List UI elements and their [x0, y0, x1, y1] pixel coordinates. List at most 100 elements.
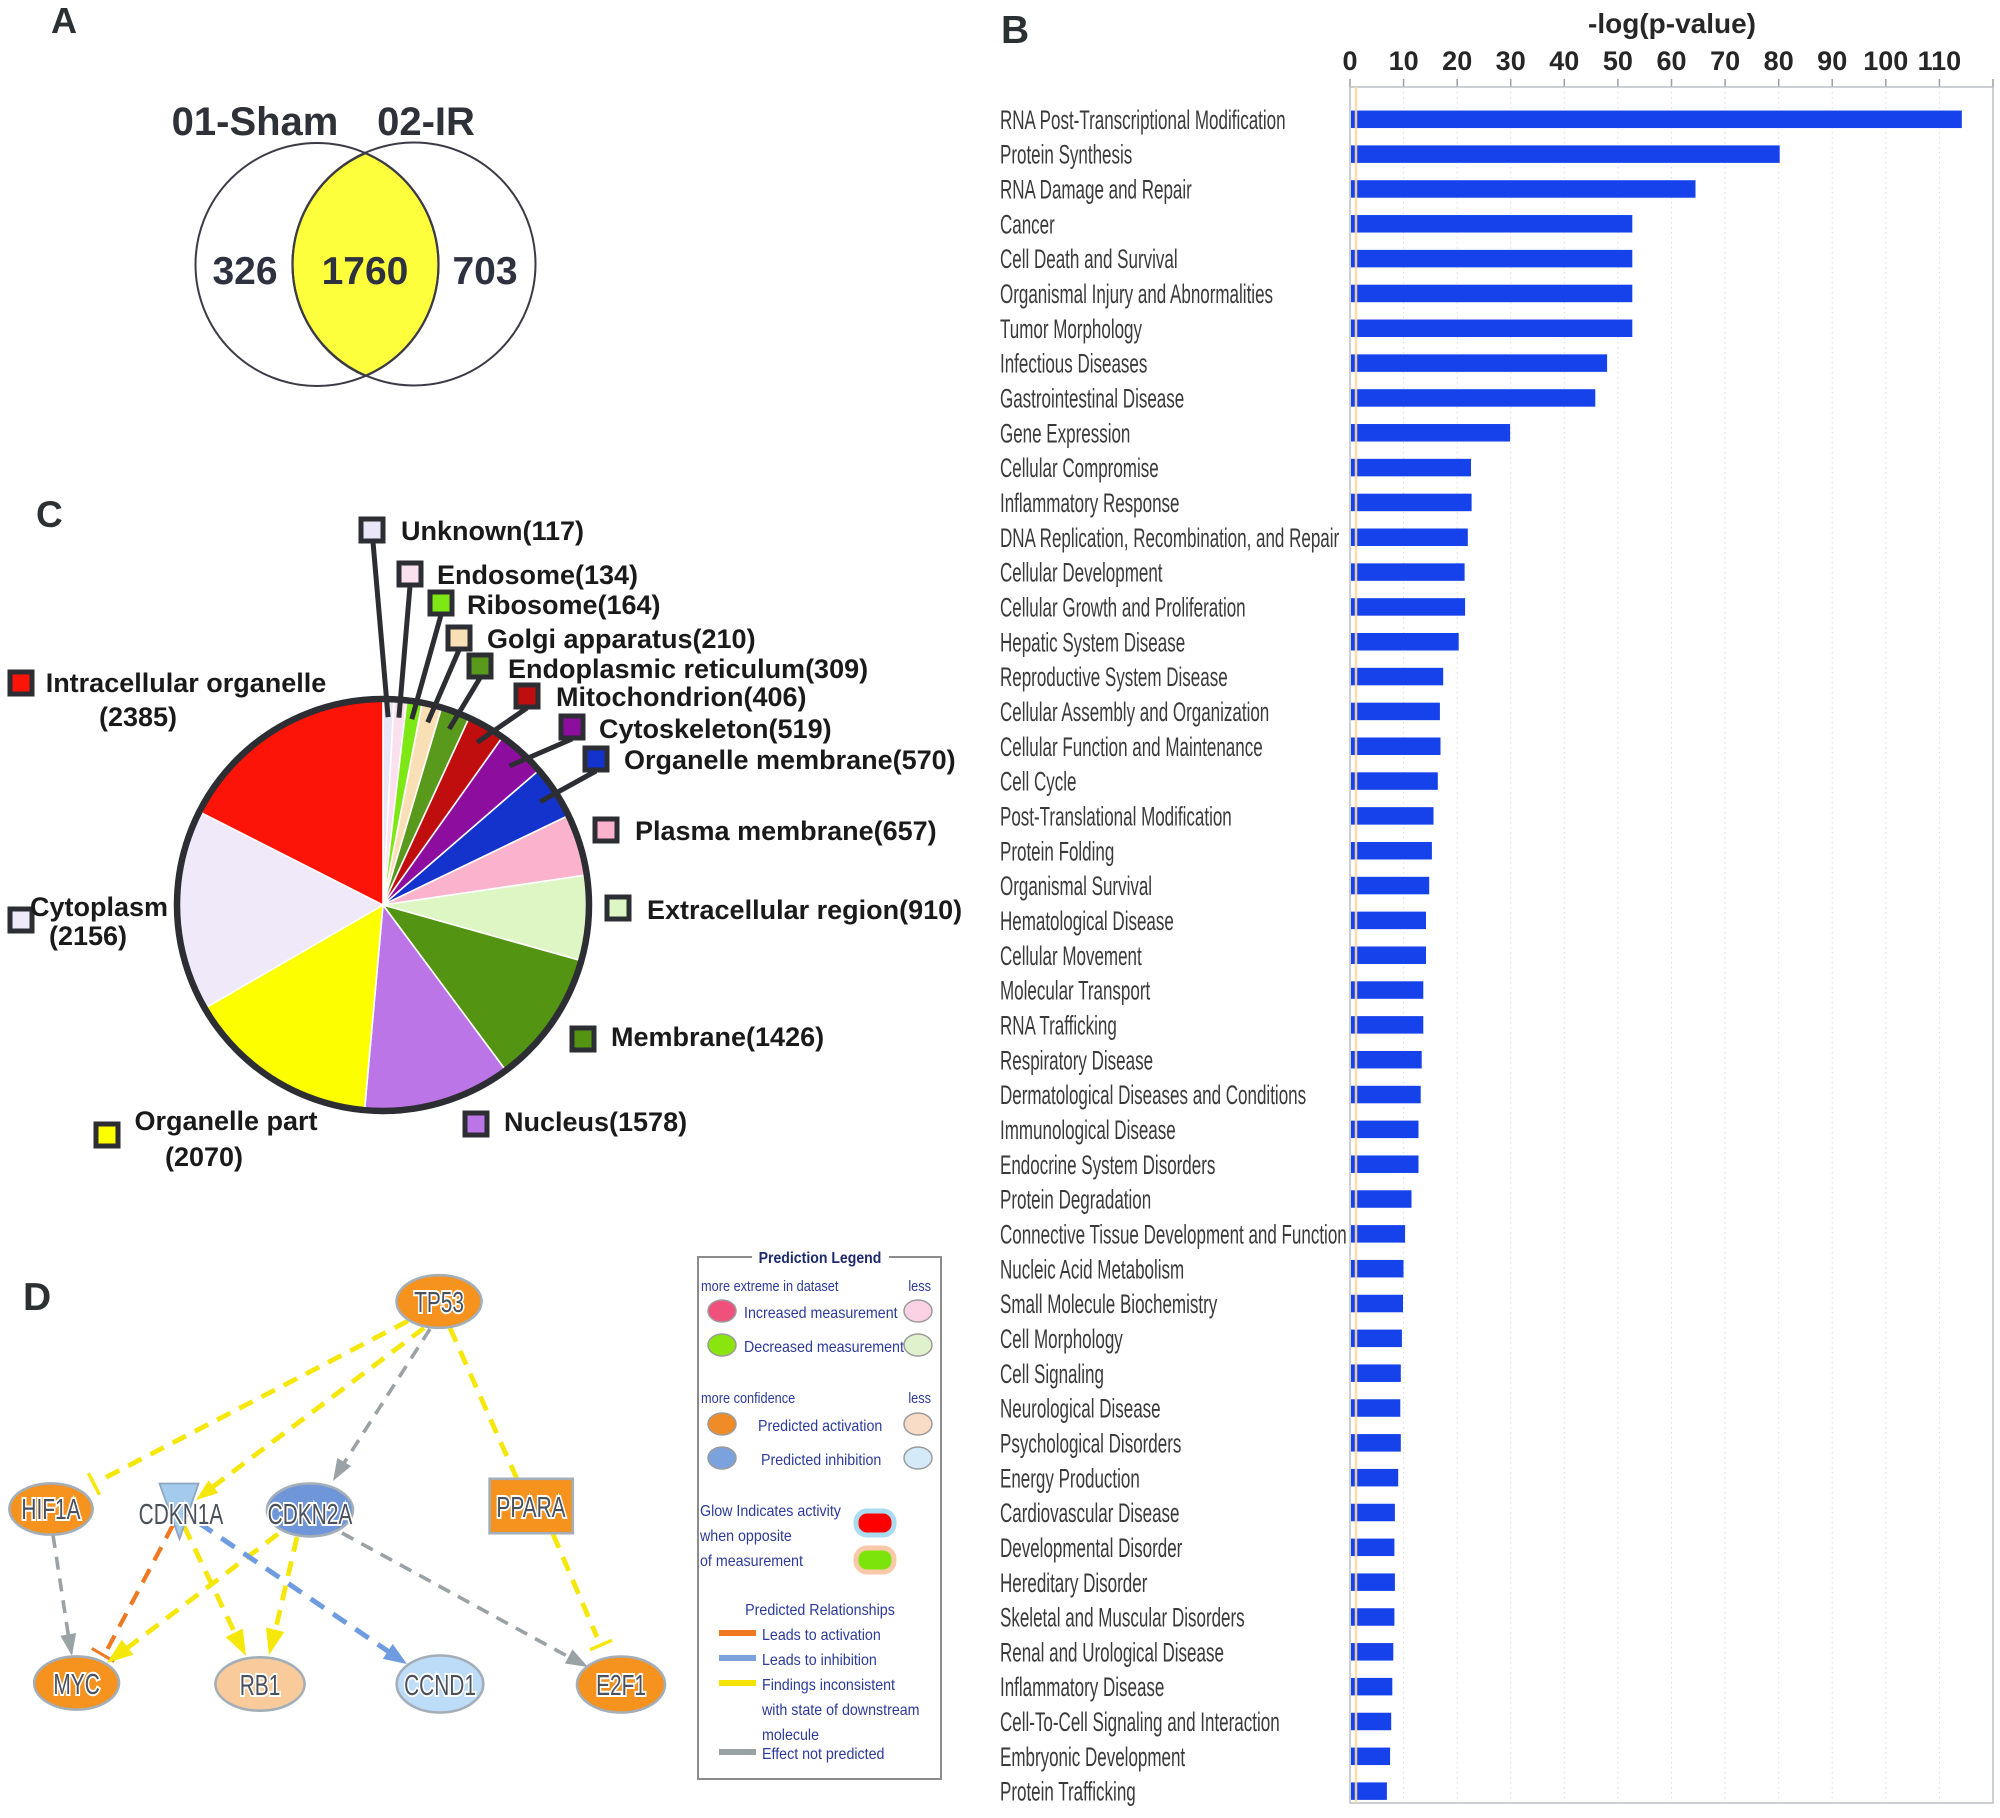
svg-text:0: 0 — [1342, 46, 1357, 76]
svg-text:Predicted inhibition: Predicted inhibition — [761, 1453, 881, 1470]
svg-text:90: 90 — [1817, 46, 1847, 76]
svg-text:MYC: MYC — [53, 1669, 99, 1701]
svg-text:Post-Translational Modificatio: Post-Translational Modification — [1000, 802, 1232, 832]
svg-text:molecule: molecule — [762, 1728, 819, 1745]
svg-text:Gastrointestinal Disease: Gastrointestinal Disease — [1000, 384, 1184, 414]
svg-text:02-IR: 02-IR — [377, 100, 475, 144]
svg-text:Cellular Function and Maintena: Cellular Function and Maintenance — [1000, 732, 1263, 762]
svg-text:A: A — [51, 0, 77, 41]
svg-text:CCND1: CCND1 — [404, 1670, 476, 1702]
svg-text:60: 60 — [1656, 46, 1686, 76]
svg-text:Endocrine System Disorders: Endocrine System Disorders — [1000, 1150, 1215, 1180]
svg-text:Membrane(1426): Membrane(1426) — [611, 1022, 824, 1052]
svg-text:Increased measurement: Increased measurement — [744, 1306, 898, 1323]
svg-text:01-Sham: 01-Sham — [172, 100, 339, 144]
svg-text:Nucleus(1578): Nucleus(1578) — [504, 1107, 687, 1137]
svg-text:Endoplasmic reticulum(309): Endoplasmic reticulum(309) — [508, 654, 868, 684]
svg-text:Organelle part: Organelle part — [134, 1106, 317, 1136]
svg-text:Dermatological Diseases and Co: Dermatological Diseases and Conditions — [1000, 1080, 1306, 1110]
svg-text:Immunological Disease: Immunological Disease — [1000, 1115, 1176, 1145]
svg-text:Unknown(117): Unknown(117) — [401, 516, 584, 546]
svg-text:Cellular Assembly and Organiza: Cellular Assembly and Organization — [1000, 697, 1269, 727]
svg-text:Cellular Compromise: Cellular Compromise — [1000, 453, 1159, 483]
svg-text:Gene Expression: Gene Expression — [1000, 418, 1130, 448]
svg-text:703: 703 — [452, 250, 517, 293]
svg-text:RB1: RB1 — [240, 1670, 281, 1702]
svg-text:Cellular Growth and Proliferat: Cellular Growth and Proliferation — [1000, 593, 1246, 623]
svg-text:Hereditary Disorder: Hereditary Disorder — [1000, 1568, 1148, 1598]
svg-text:RNA Damage and Repair: RNA Damage and Repair — [1000, 175, 1192, 205]
svg-text:Protein Synthesis: Protein Synthesis — [1000, 140, 1132, 170]
svg-text:110: 110 — [1918, 46, 1962, 76]
svg-text:Organismal Survival: Organismal Survival — [1000, 871, 1152, 901]
svg-text:Developmental Disorder: Developmental Disorder — [1000, 1533, 1183, 1563]
svg-text:PPARA: PPARA — [496, 1492, 565, 1524]
svg-text:Glow Indicates activity: Glow Indicates activity — [700, 1504, 841, 1521]
svg-text:E2F1: E2F1 — [596, 1670, 646, 1702]
svg-text:Cell Signaling: Cell Signaling — [1000, 1359, 1104, 1389]
svg-text:RNA Trafficking: RNA Trafficking — [1000, 1011, 1117, 1041]
svg-text:Cellular Movement: Cellular Movement — [1000, 941, 1142, 971]
svg-text:Organelle membrane(570): Organelle membrane(570) — [624, 745, 956, 775]
svg-text:Cell-To-Cell Signaling and Int: Cell-To-Cell Signaling and Interaction — [1000, 1707, 1280, 1737]
svg-text:more confidence: more confidence — [701, 1390, 795, 1406]
svg-text:Molecular Transport: Molecular Transport — [1000, 976, 1151, 1006]
svg-text:Energy Production: Energy Production — [1000, 1463, 1140, 1493]
svg-text:Predicted Relationships: Predicted Relationships — [745, 1603, 895, 1620]
svg-text:Ribosome(164): Ribosome(164) — [467, 590, 661, 620]
svg-text:RNA Post-Transcriptional Modif: RNA Post-Transcriptional Modification — [1000, 105, 1286, 135]
svg-text:Cell Death and Survival: Cell Death and Survival — [1000, 244, 1178, 274]
svg-text:Connective Tissue Development: Connective Tissue Development and Functi… — [1000, 1220, 1347, 1250]
svg-text:Inflammatory Disease: Inflammatory Disease — [1000, 1672, 1164, 1702]
svg-text:Protein Folding: Protein Folding — [1000, 836, 1114, 866]
svg-text:DNA Replication, Recombination: DNA Replication, Recombination, and Repa… — [1000, 523, 1340, 553]
svg-text:Respiratory Disease: Respiratory Disease — [1000, 1045, 1153, 1075]
svg-text:30: 30 — [1496, 46, 1526, 76]
svg-text:Embryonic Development: Embryonic Development — [1000, 1742, 1186, 1772]
svg-text:Small Molecule Biochemistry: Small Molecule Biochemistry — [1000, 1289, 1218, 1319]
svg-text:Nucleic Acid Metabolism: Nucleic Acid Metabolism — [1000, 1254, 1184, 1284]
svg-text:Skeletal and Muscular Disorder: Skeletal and Muscular Disorders — [1000, 1603, 1245, 1633]
svg-text:C: C — [36, 494, 63, 535]
svg-text:326: 326 — [212, 250, 277, 293]
svg-text:Leads to activation: Leads to activation — [762, 1628, 881, 1645]
svg-text:CDKN1A: CDKN1A — [139, 1499, 224, 1531]
svg-text:Protein Trafficking: Protein Trafficking — [1000, 1777, 1136, 1807]
svg-text:Intracellular organelle: Intracellular organelle — [46, 668, 327, 698]
svg-text:Cytoplasm: Cytoplasm — [30, 892, 168, 922]
svg-text:Organismal Injury and Abnormal: Organismal Injury and Abnormalities — [1000, 279, 1273, 309]
svg-text:Hepatic System Disease: Hepatic System Disease — [1000, 627, 1185, 657]
svg-text:CDKN2A: CDKN2A — [268, 1499, 353, 1531]
svg-text:(2070): (2070) — [165, 1142, 243, 1172]
svg-text:Extracellular region(910): Extracellular region(910) — [647, 895, 962, 925]
svg-text:with state of downstream: with state of downstream — [761, 1703, 919, 1720]
svg-text:Tumor Morphology: Tumor Morphology — [1000, 314, 1143, 344]
svg-text:Reproductive System Disease: Reproductive System Disease — [1000, 662, 1228, 692]
svg-text:B: B — [1001, 9, 1029, 52]
svg-text:Inflammatory Response: Inflammatory Response — [1000, 488, 1179, 518]
svg-text:Decreased measurement: Decreased measurement — [744, 1340, 905, 1357]
svg-text:Infectious Diseases: Infectious Diseases — [1000, 349, 1147, 379]
svg-text:Leads to inhibition: Leads to inhibition — [762, 1653, 877, 1670]
svg-text:Predicted activation: Predicted activation — [758, 1419, 882, 1436]
svg-text:1760: 1760 — [322, 250, 409, 293]
svg-text:100: 100 — [1863, 46, 1908, 76]
svg-text:20: 20 — [1442, 46, 1472, 76]
svg-text:70: 70 — [1710, 46, 1740, 76]
svg-text:Renal and Urological Disease: Renal and Urological Disease — [1000, 1637, 1224, 1667]
svg-text:Cytoskeleton(519): Cytoskeleton(519) — [599, 714, 832, 744]
svg-text:Cell Cycle: Cell Cycle — [1000, 767, 1077, 797]
svg-text:HIF1A: HIF1A — [21, 1494, 80, 1526]
svg-text:Prediction Legend: Prediction Legend — [759, 1249, 882, 1267]
svg-text:Golgi apparatus(210): Golgi apparatus(210) — [487, 624, 756, 654]
svg-text:Mitochondrion(406): Mitochondrion(406) — [556, 682, 807, 712]
svg-text:Cancer: Cancer — [1000, 209, 1055, 239]
svg-text:more extreme in dataset: more extreme in dataset — [701, 1278, 839, 1294]
svg-text:-log(p-value): -log(p-value) — [1588, 8, 1756, 39]
svg-text:80: 80 — [1764, 46, 1794, 76]
svg-text:Cell Morphology: Cell Morphology — [1000, 1324, 1123, 1354]
svg-text:TP53: TP53 — [414, 1287, 464, 1319]
svg-text:D: D — [23, 1276, 51, 1319]
svg-text:Findings inconsistent: Findings inconsistent — [762, 1678, 896, 1695]
svg-text:Plasma membrane(657): Plasma membrane(657) — [635, 816, 937, 846]
